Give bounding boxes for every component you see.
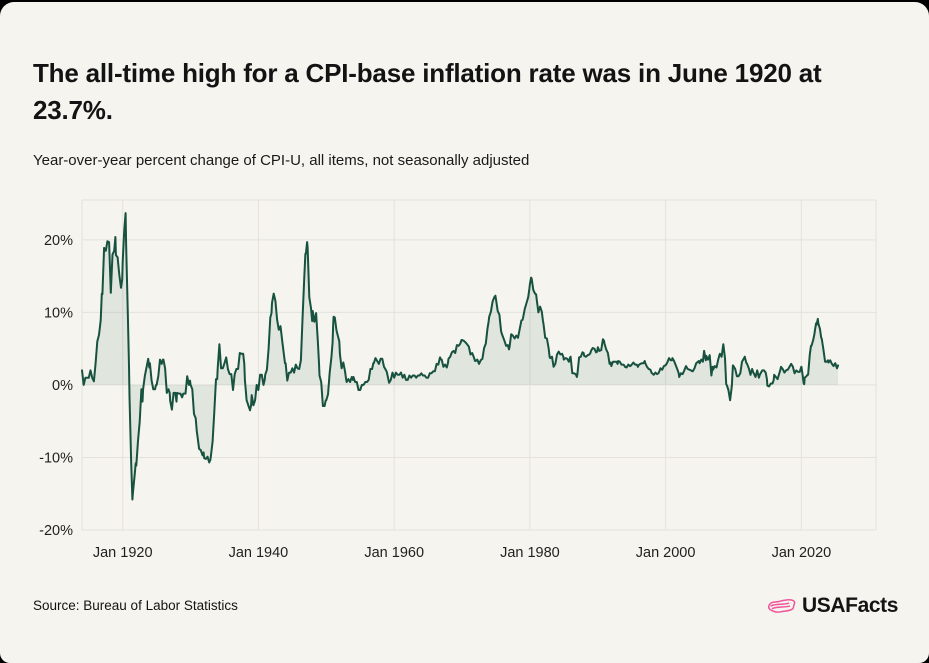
page-subtitle: Year-over-year percent change of CPI-U, … xyxy=(33,152,530,169)
logo-text: USAFacts xyxy=(802,594,898,617)
svg-text:0%: 0% xyxy=(52,378,73,394)
svg-text:10%: 10% xyxy=(44,305,73,321)
svg-text:Jan 1980: Jan 1980 xyxy=(500,545,560,561)
svg-text:Jan 2000: Jan 2000 xyxy=(636,545,696,561)
usa-map-icon xyxy=(767,598,796,613)
svg-text:-10%: -10% xyxy=(39,451,73,467)
inflation-area-chart[interactable]: 20% 10% 0% -10% -20% Jan 1920 Jan 1940 Jan 1960… xyxy=(0,195,929,570)
svg-text:20%: 20% xyxy=(44,233,73,249)
page-title: The all-time high for a CPI-base inflati… xyxy=(33,58,822,125)
svg-text:Jan 1960: Jan 1960 xyxy=(364,545,424,561)
svg-text:Jan 1940: Jan 1940 xyxy=(229,545,289,561)
source-text: Source: Bureau of Labor Statistics xyxy=(33,598,238,613)
svg-text:-20%: -20% xyxy=(39,523,73,539)
usafacts-logo: USAFacts xyxy=(767,594,898,618)
chart-area: 20% 10% 0% -10% -20% Jan 1920 Jan 1940 Jan 1960… xyxy=(0,195,929,570)
svg-text:Jan 2020: Jan 2020 xyxy=(772,545,832,561)
svg-text:Jan 1920: Jan 1920 xyxy=(93,545,153,561)
